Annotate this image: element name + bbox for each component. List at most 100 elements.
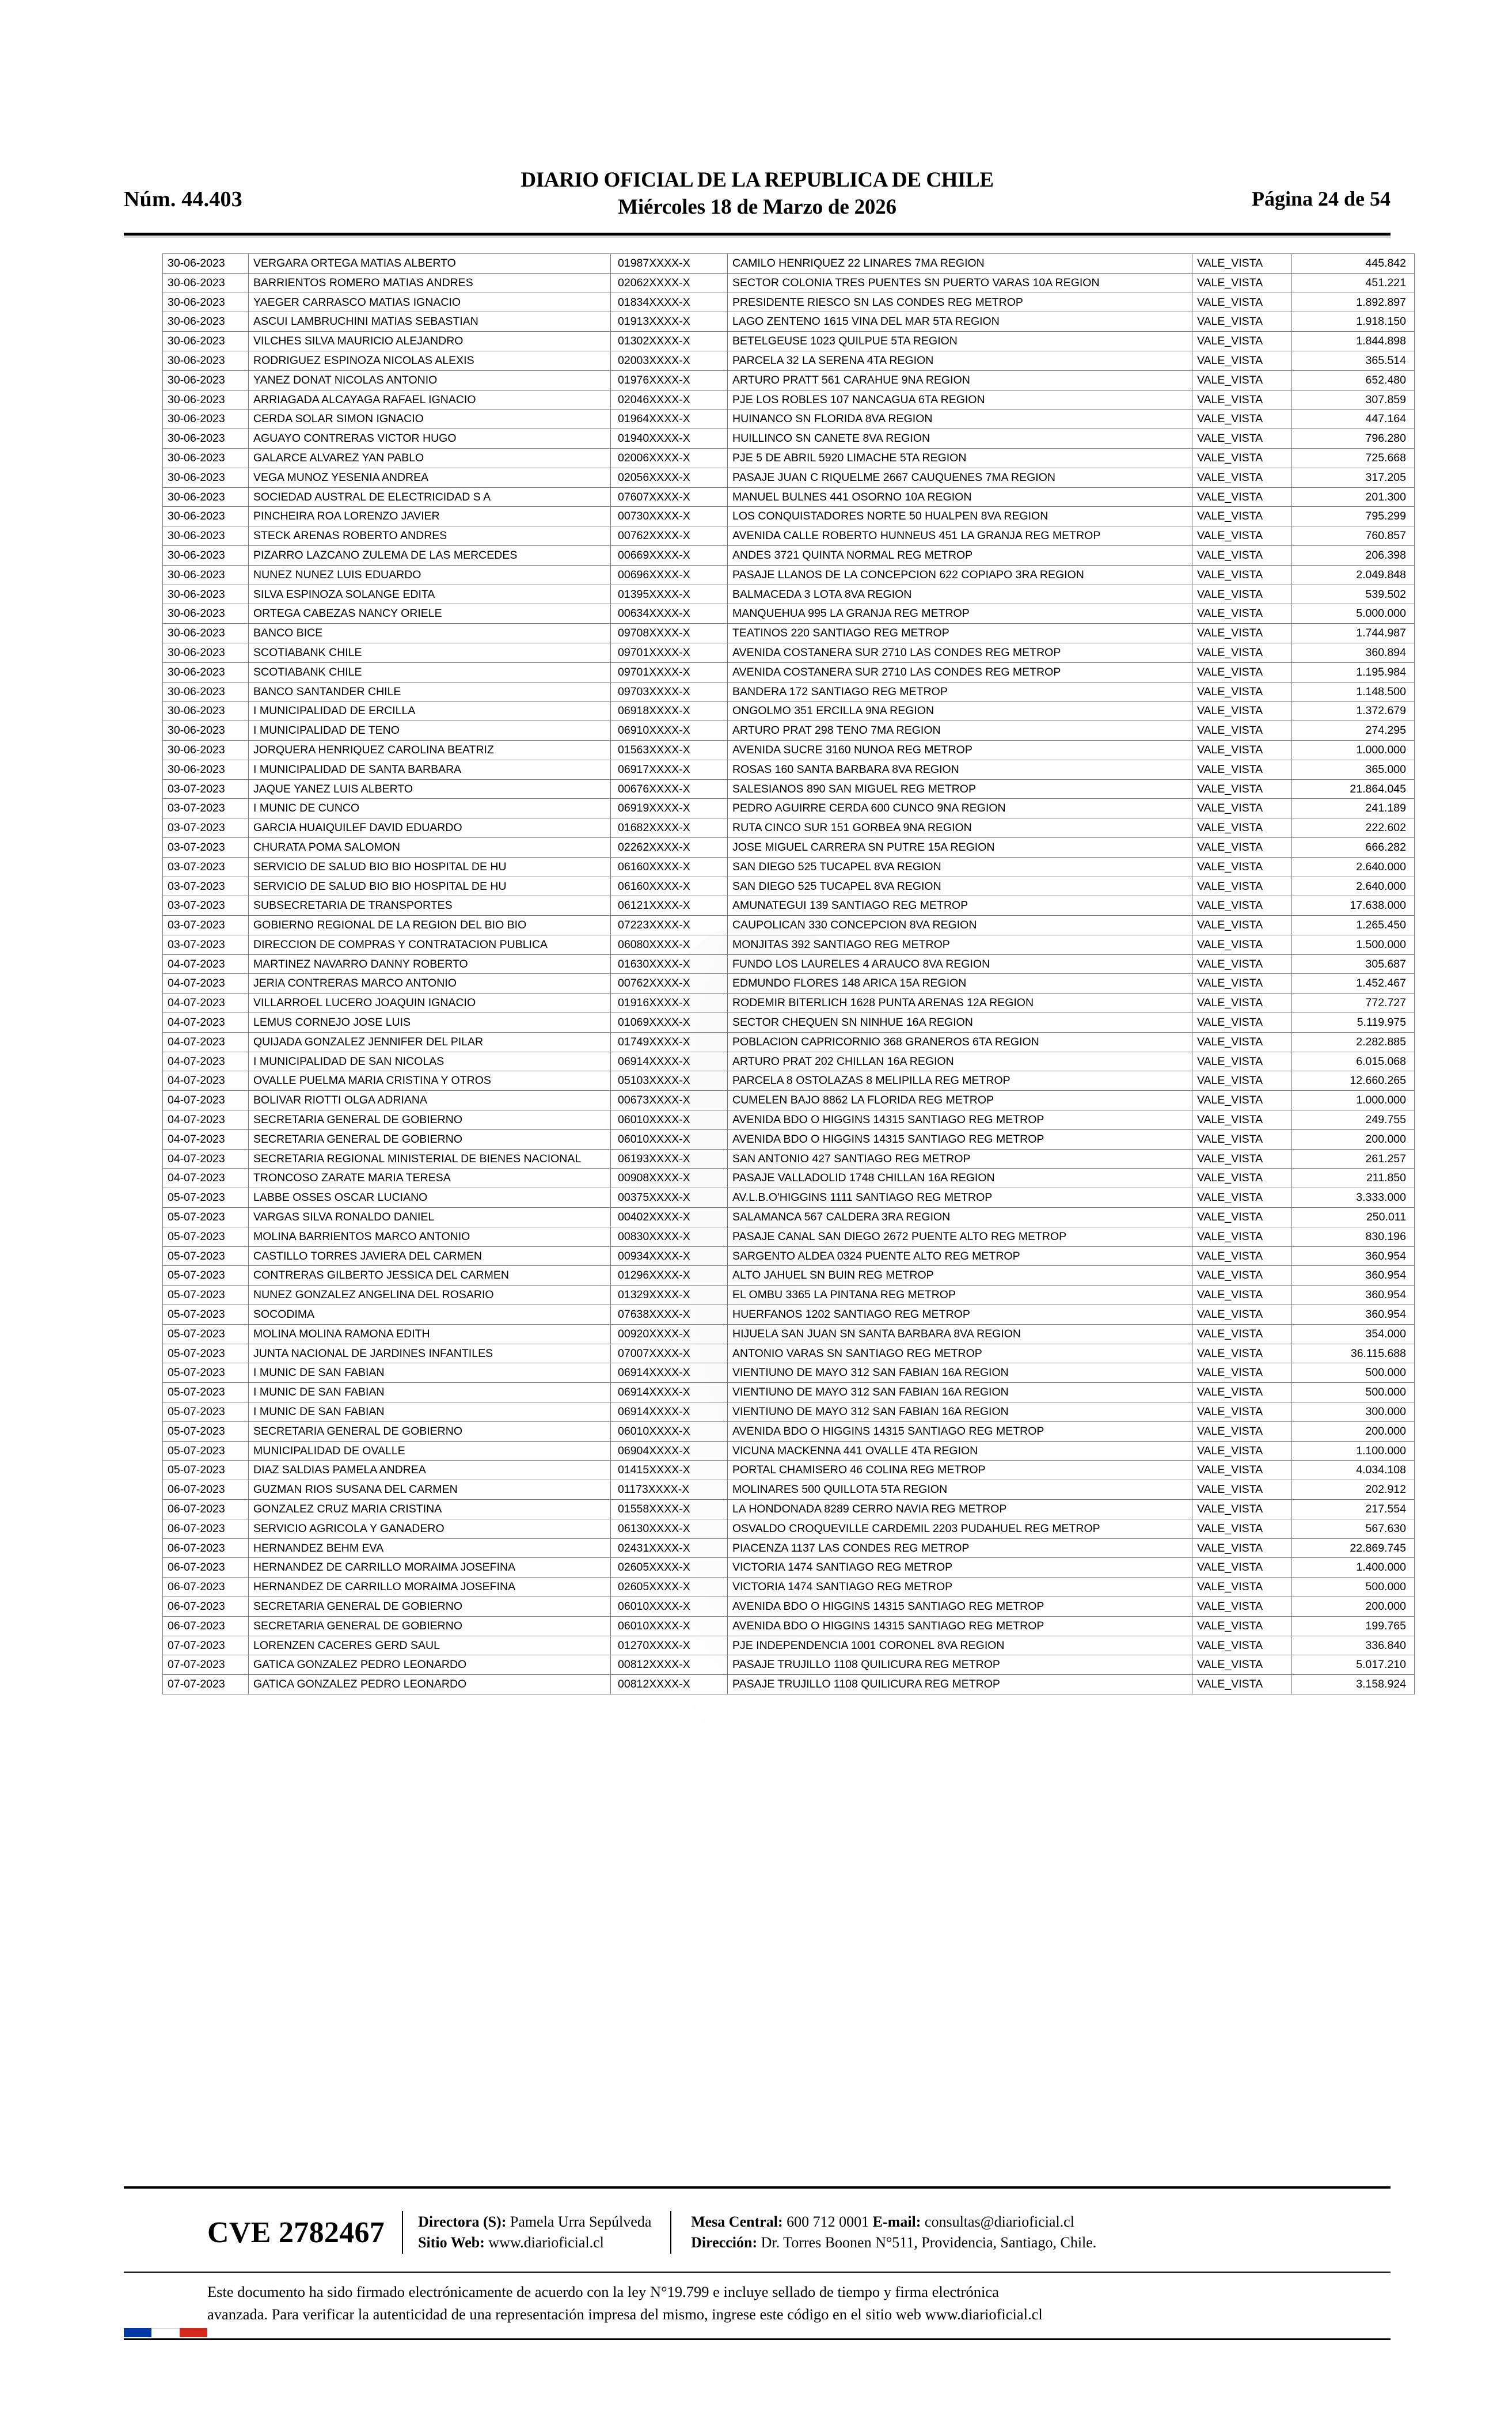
cell-monto: 5.000.000 — [1291, 604, 1415, 624]
table-row: 05-07-2023 MUNICIPALIDAD DE OVALLE 06904XX… — [162, 1440, 1415, 1461]
cell-tipo: VALE_VISTA — [1192, 973, 1292, 994]
table-row: 30-06-2023 SCOTIABANK CHILE 09701XXXX-X AVE… — [162, 662, 1415, 683]
table-row: 04-07-2023 BOLIVAR RIOTTI OLGA ADRIANA 006… — [162, 1090, 1415, 1111]
table-row: 30-06-2023 VEGA MUNOZ YESENIA ANDREA 02056… — [162, 467, 1415, 488]
cell-direccion: LOS CONQUISTADORES NORTE 50 HUALPEN 8VA … — [727, 506, 1192, 527]
cell-monto: 666.282 — [1291, 837, 1415, 858]
cell-rut: 01749XXXX-X — [610, 1032, 728, 1052]
email-value[interactable]: consultas@diarioficial.cl — [924, 2213, 1074, 2230]
table-row: 07-07-2023 LORENZEN CACERES GERD SAUL 0127… — [162, 1635, 1415, 1656]
cell-monto: 772.727 — [1291, 993, 1415, 1014]
cell-rut: 05103XXXX-X — [610, 1071, 728, 1091]
cell-rut: 02262XXXX-X — [610, 837, 728, 858]
cell-tipo: VALE_VISTA — [1192, 1499, 1292, 1519]
cell-tipo: VALE_VISTA — [1192, 681, 1292, 702]
cell-tipo: VALE_VISTA — [1192, 1129, 1292, 1150]
cell-rut: 06130XXXX-X — [610, 1518, 728, 1539]
publication-title: DIARIO OFICIAL DE LA REPUBLICA DE CHILE — [521, 168, 994, 192]
cell-direccion: SAN ANTONIO 427 SANTIAGO REG METROP — [727, 1148, 1192, 1169]
cell-rut: 01976XXXX-X — [610, 370, 728, 390]
cell-direccion: RUTA CINCO SUR 151 GORBEA 9NA REGION — [727, 818, 1192, 838]
masthead-center: DIARIO OFICIAL DE LA REPUBLICA DE CHILE … — [124, 167, 1391, 221]
cell-direccion: AMUNATEGUI 139 SANTIAGO REG METROP — [727, 896, 1192, 916]
cell-direccion: VIENTIUNO DE MAYO 312 SAN FABIAN 16A REG… — [727, 1382, 1192, 1403]
cell-monto: 1.000.000 — [1291, 1090, 1415, 1111]
cell-monto: 1.844.898 — [1291, 331, 1415, 351]
cell-tipo: VALE_VISTA — [1192, 1188, 1292, 1208]
table-row: 06-07-2023 HERNANDEZ BEHM EVA 02431XXXX-X P… — [162, 1538, 1415, 1559]
cell-nombre: I MUNICIPALIDAD DE TENO — [248, 721, 611, 741]
cell-tipo: VALE_VISTA — [1192, 1363, 1292, 1383]
cell-tipo: VALE_VISTA — [1192, 564, 1292, 585]
email-label: E-mail: — [872, 2213, 921, 2230]
cell-nombre: LEMUS CORNEJO JOSE LUIS — [248, 1013, 611, 1033]
mesa-value: 600 712 0001 — [787, 2213, 869, 2230]
table-row: 03-07-2023 GARCIA HUAIQUILEF DAVID EDUARD… — [162, 818, 1415, 838]
table-row: 03-07-2023 DIRECCION DE COMPRAS Y CONTRAT… — [162, 934, 1415, 955]
sitio-label: Sitio Web: — [418, 2234, 485, 2251]
footer-mesa-line: Mesa Central: 600 712 0001 E-mail: consu… — [691, 2212, 1096, 2232]
cell-rut: 00812XXXX-X — [610, 1655, 728, 1675]
cell-tipo: VALE_VISTA — [1192, 876, 1292, 897]
cell-nombre: VILLARROEL LUCERO JOAQUIN IGNACIO — [248, 993, 611, 1014]
cell-fecha: 05-07-2023 — [162, 1285, 249, 1306]
table-row: 06-07-2023 GUZMAN RIOS SUSANA DEL CARMEN 0… — [162, 1480, 1415, 1500]
cell-rut: 01964XXXX-X — [610, 409, 728, 430]
cell-nombre: PINCHEIRA ROA LORENZO JAVIER — [248, 506, 611, 527]
cell-rut: 06010XXXX-X — [610, 1596, 728, 1617]
cell-fecha: 05-07-2023 — [162, 1402, 249, 1422]
cell-nombre: CHURATA POMA SALOMON — [248, 837, 611, 858]
cell-rut: 01296XXXX-X — [610, 1265, 728, 1286]
chile-flag-bar — [124, 2328, 207, 2338]
cell-monto: 354.000 — [1291, 1324, 1415, 1344]
cell-fecha: 04-07-2023 — [162, 993, 249, 1014]
cell-nombre: I MUNIC DE SAN FABIAN — [248, 1363, 611, 1383]
cell-nombre: NUNEZ GONZALEZ ANGELINA DEL ROSARIO — [248, 1285, 611, 1306]
table-row: 06-07-2023 SERVICIO AGRICOLA Y GANADERO 06… — [162, 1518, 1415, 1539]
sitio-value[interactable]: www.diarioficial.cl — [488, 2234, 604, 2251]
cell-monto: 274.295 — [1291, 721, 1415, 741]
table-row: 06-07-2023 GONZALEZ CRUZ MARIA CRISTINA 01… — [162, 1499, 1415, 1519]
cell-direccion: PJE LOS ROBLES 107 NANCAGUA 6TA REGION — [727, 389, 1192, 410]
cell-rut: 00673XXXX-X — [610, 1090, 728, 1111]
cell-rut: 00830XXXX-X — [610, 1226, 728, 1247]
cell-direccion: AVENIDA COSTANERA SUR 2710 LAS CONDES RE… — [727, 662, 1192, 683]
cell-monto: 305.687 — [1291, 954, 1415, 975]
cell-fecha: 03-07-2023 — [162, 896, 249, 916]
cell-nombre: SECRETARIA GENERAL DE GOBIERNO — [248, 1110, 611, 1130]
cell-rut: 02431XXXX-X — [610, 1538, 728, 1559]
cell-monto: 1.744.987 — [1291, 623, 1415, 643]
legal-notice: Este documento ha sido firmado electróni… — [207, 2281, 1391, 2326]
cell-nombre: AGUAYO CONTRERAS VICTOR HUGO — [248, 429, 611, 449]
table-row: 06-07-2023 HERNANDEZ DE CARRILLO MORAIMA … — [162, 1577, 1415, 1597]
cell-rut: 02062XXXX-X — [610, 272, 728, 293]
cell-tipo: VALE_VISTA — [1192, 1635, 1292, 1656]
cell-rut: 01329XXXX-X — [610, 1285, 728, 1306]
table-row: 05-07-2023 I MUNIC DE SAN FABIAN 06914XXXX… — [162, 1382, 1415, 1403]
cell-nombre: SERVICIO DE SALUD BIO BIO HOSPITAL DE HU — [248, 856, 611, 877]
cell-nombre: BANCO SANTANDER CHILE — [248, 681, 611, 702]
cell-direccion: SAN DIEGO 525 TUCAPEL 8VA REGION — [727, 856, 1192, 877]
cell-monto: 1.100.000 — [1291, 1440, 1415, 1461]
cell-nombre: SILVA ESPINOZA SOLANGE EDITA — [248, 584, 611, 605]
footer-direccion-line: Dirección: Dr. Torres Boonen N°511, Prov… — [691, 2232, 1096, 2253]
cell-tipo: VALE_VISTA — [1192, 1226, 1292, 1247]
table-row: 04-07-2023 LEMUS CORNEJO JOSE LUIS 01069XX… — [162, 1013, 1415, 1033]
cell-nombre: YAEGER CARRASCO MATIAS IGNACIO — [248, 292, 611, 313]
cell-fecha: 30-06-2023 — [162, 292, 249, 313]
cell-monto: 200.000 — [1291, 1129, 1415, 1150]
cell-fecha: 06-07-2023 — [162, 1616, 249, 1636]
cell-nombre: JORQUERA HENRIQUEZ CAROLINA BEATRIZ — [248, 740, 611, 760]
cell-rut: 02003XXXX-X — [610, 350, 728, 371]
cell-direccion: OSVALDO CROQUEVILLE CARDEMIL 2203 PUDAHU… — [727, 1518, 1192, 1539]
cell-rut: 01916XXXX-X — [610, 993, 728, 1014]
cell-nombre: ASCUI LAMBRUCHINI MATIAS SEBASTIAN — [248, 312, 611, 332]
cell-direccion: RODEMIR BITERLICH 1628 PUNTA ARENAS 12A … — [727, 993, 1192, 1014]
table-row: 04-07-2023 JERIA CONTRERAS MARCO ANTONIO 0… — [162, 973, 1415, 994]
cell-nombre: ORTEGA CABEZAS NANCY ORIELE — [248, 604, 611, 624]
cell-monto: 1.892.897 — [1291, 292, 1415, 313]
cell-nombre: SCOTIABANK CHILE — [248, 662, 611, 683]
cell-rut: 00730XXXX-X — [610, 506, 728, 527]
cell-fecha: 30-06-2023 — [162, 350, 249, 371]
cell-monto: 199.765 — [1291, 1616, 1415, 1636]
